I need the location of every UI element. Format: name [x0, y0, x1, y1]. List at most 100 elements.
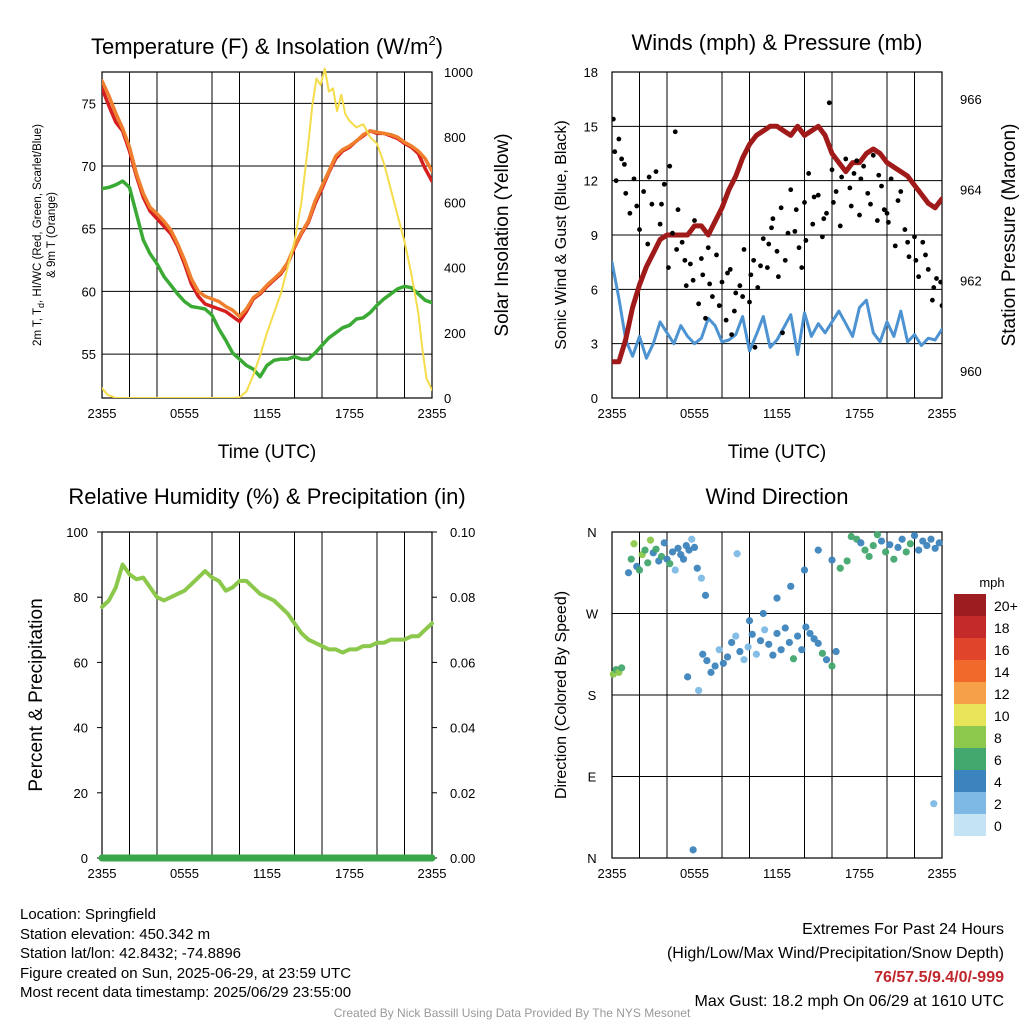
y-tick-label-right-2: 964	[960, 183, 982, 198]
y-axis-label: Direction (Colored By Speed)	[553, 591, 570, 799]
extremes-title: Extremes For Past 24 Hours	[802, 921, 1004, 938]
gust-point	[665, 265, 671, 270]
legend-swatch	[954, 704, 986, 726]
gust-point	[649, 201, 655, 207]
direction-point	[732, 632, 740, 640]
gust-point	[714, 252, 719, 258]
gust-point	[785, 230, 791, 236]
gust-point	[799, 265, 805, 270]
gust-point	[824, 210, 829, 216]
y-tick-label-left-2: 40	[74, 721, 88, 736]
temp_9m-line	[102, 79, 432, 319]
gust-point	[733, 290, 739, 296]
max-gust-text: Max Gust: 18.2 mph On 06/29 at 1610 UTC	[694, 993, 1005, 1010]
legend-swatch	[954, 726, 986, 748]
direction-point	[836, 564, 844, 572]
direction-point	[822, 656, 831, 664]
gust-point	[716, 303, 722, 309]
direction-point	[832, 647, 840, 656]
gust-point	[612, 116, 616, 122]
x-tick-label-0: 2355	[598, 406, 627, 421]
direction-point	[898, 535, 906, 543]
x-tick-label-0: 2355	[598, 866, 627, 881]
gust-point	[751, 257, 757, 263]
legend-swatch	[954, 682, 986, 704]
direction-point	[927, 535, 935, 543]
x-tick-label-4: 2355	[928, 406, 957, 421]
title-end: )	[436, 34, 443, 59]
direction-point	[736, 647, 744, 656]
gust-point	[847, 185, 853, 191]
gust-point	[613, 178, 619, 184]
y-tick-label-right-1: 0.02	[450, 786, 475, 801]
gust-point	[796, 245, 802, 251]
station-info: Location: Springfield Station elevation:…	[20, 905, 351, 1003]
direction-point	[785, 638, 793, 647]
legend-title: mph	[979, 575, 1004, 590]
gust-point	[764, 265, 770, 270]
gust-point	[802, 200, 807, 205]
gust-point	[672, 129, 678, 135]
gust-point	[645, 241, 651, 247]
legend-label-5: 10	[994, 708, 1010, 724]
gust-point	[938, 279, 942, 285]
pressure-line	[612, 123, 942, 365]
y-axis-label-right: Station Pressure (Maroon)	[999, 124, 1020, 347]
legend-swatch	[954, 660, 986, 682]
direction-point	[931, 544, 939, 552]
y-tick-label-left-1: 3	[591, 337, 598, 352]
gust-point	[892, 243, 898, 249]
direction-point	[818, 649, 826, 657]
x-tick-label-1: 0555	[680, 866, 709, 881]
y-tick-label-left-3: 60	[74, 655, 88, 670]
gust-point	[637, 227, 642, 232]
direction-point	[689, 846, 697, 854]
plot-frame	[101, 71, 433, 399]
direction-point	[756, 637, 765, 645]
legend-swatch	[954, 616, 986, 638]
plot-frame	[101, 531, 433, 859]
plot-frame	[611, 531, 943, 859]
y-label-subscript: d	[36, 303, 46, 308]
gust-point	[879, 183, 884, 189]
direction-point	[752, 650, 760, 658]
y-tick-label-right-1: 200	[444, 326, 466, 341]
gust-point	[619, 156, 625, 162]
gust-point	[870, 152, 876, 158]
gust-point	[770, 216, 776, 222]
direction-point	[828, 556, 836, 564]
direction-point	[707, 668, 715, 676]
direction-point	[627, 555, 635, 563]
direction-point	[802, 623, 810, 631]
direction-point	[740, 656, 748, 664]
gust-point	[931, 285, 937, 290]
direction-point	[877, 537, 886, 545]
gust-point	[806, 171, 812, 176]
gust-point	[723, 317, 729, 323]
direction-point	[719, 659, 727, 667]
humidity-panel: 2355 0555 1155 1755 23550204060801000.000.02…	[26, 484, 475, 881]
legend-label-7: 6	[994, 752, 1002, 768]
y-tick-label-right-1: 962	[960, 273, 982, 288]
direction-point	[798, 646, 806, 654]
gust-point	[741, 247, 747, 252]
insolation-line	[102, 67, 432, 398]
gust-point	[906, 254, 912, 260]
y-tick-label-left-2: 65	[82, 222, 96, 237]
y-tick-label-right-0: 960	[960, 364, 982, 379]
gust-point	[709, 294, 715, 299]
x-tick-label-4: 2355	[928, 866, 957, 881]
y-tick-label-2: S	[588, 688, 597, 703]
y-tick-label-3: W	[586, 607, 599, 622]
gust-point	[851, 171, 857, 176]
direction-point	[865, 552, 873, 561]
y-tick-label-left-5: 100	[66, 525, 88, 540]
credit-text: Created By Nick Bassill Using Data Provi…	[333, 1006, 691, 1020]
gust-point	[811, 194, 817, 200]
gust-point	[674, 247, 680, 252]
gust-point	[700, 272, 706, 278]
gust-point	[755, 285, 761, 290]
y-tick-label-0: N	[587, 851, 596, 866]
direction-point	[745, 617, 754, 625]
legend-swatch	[954, 638, 986, 660]
